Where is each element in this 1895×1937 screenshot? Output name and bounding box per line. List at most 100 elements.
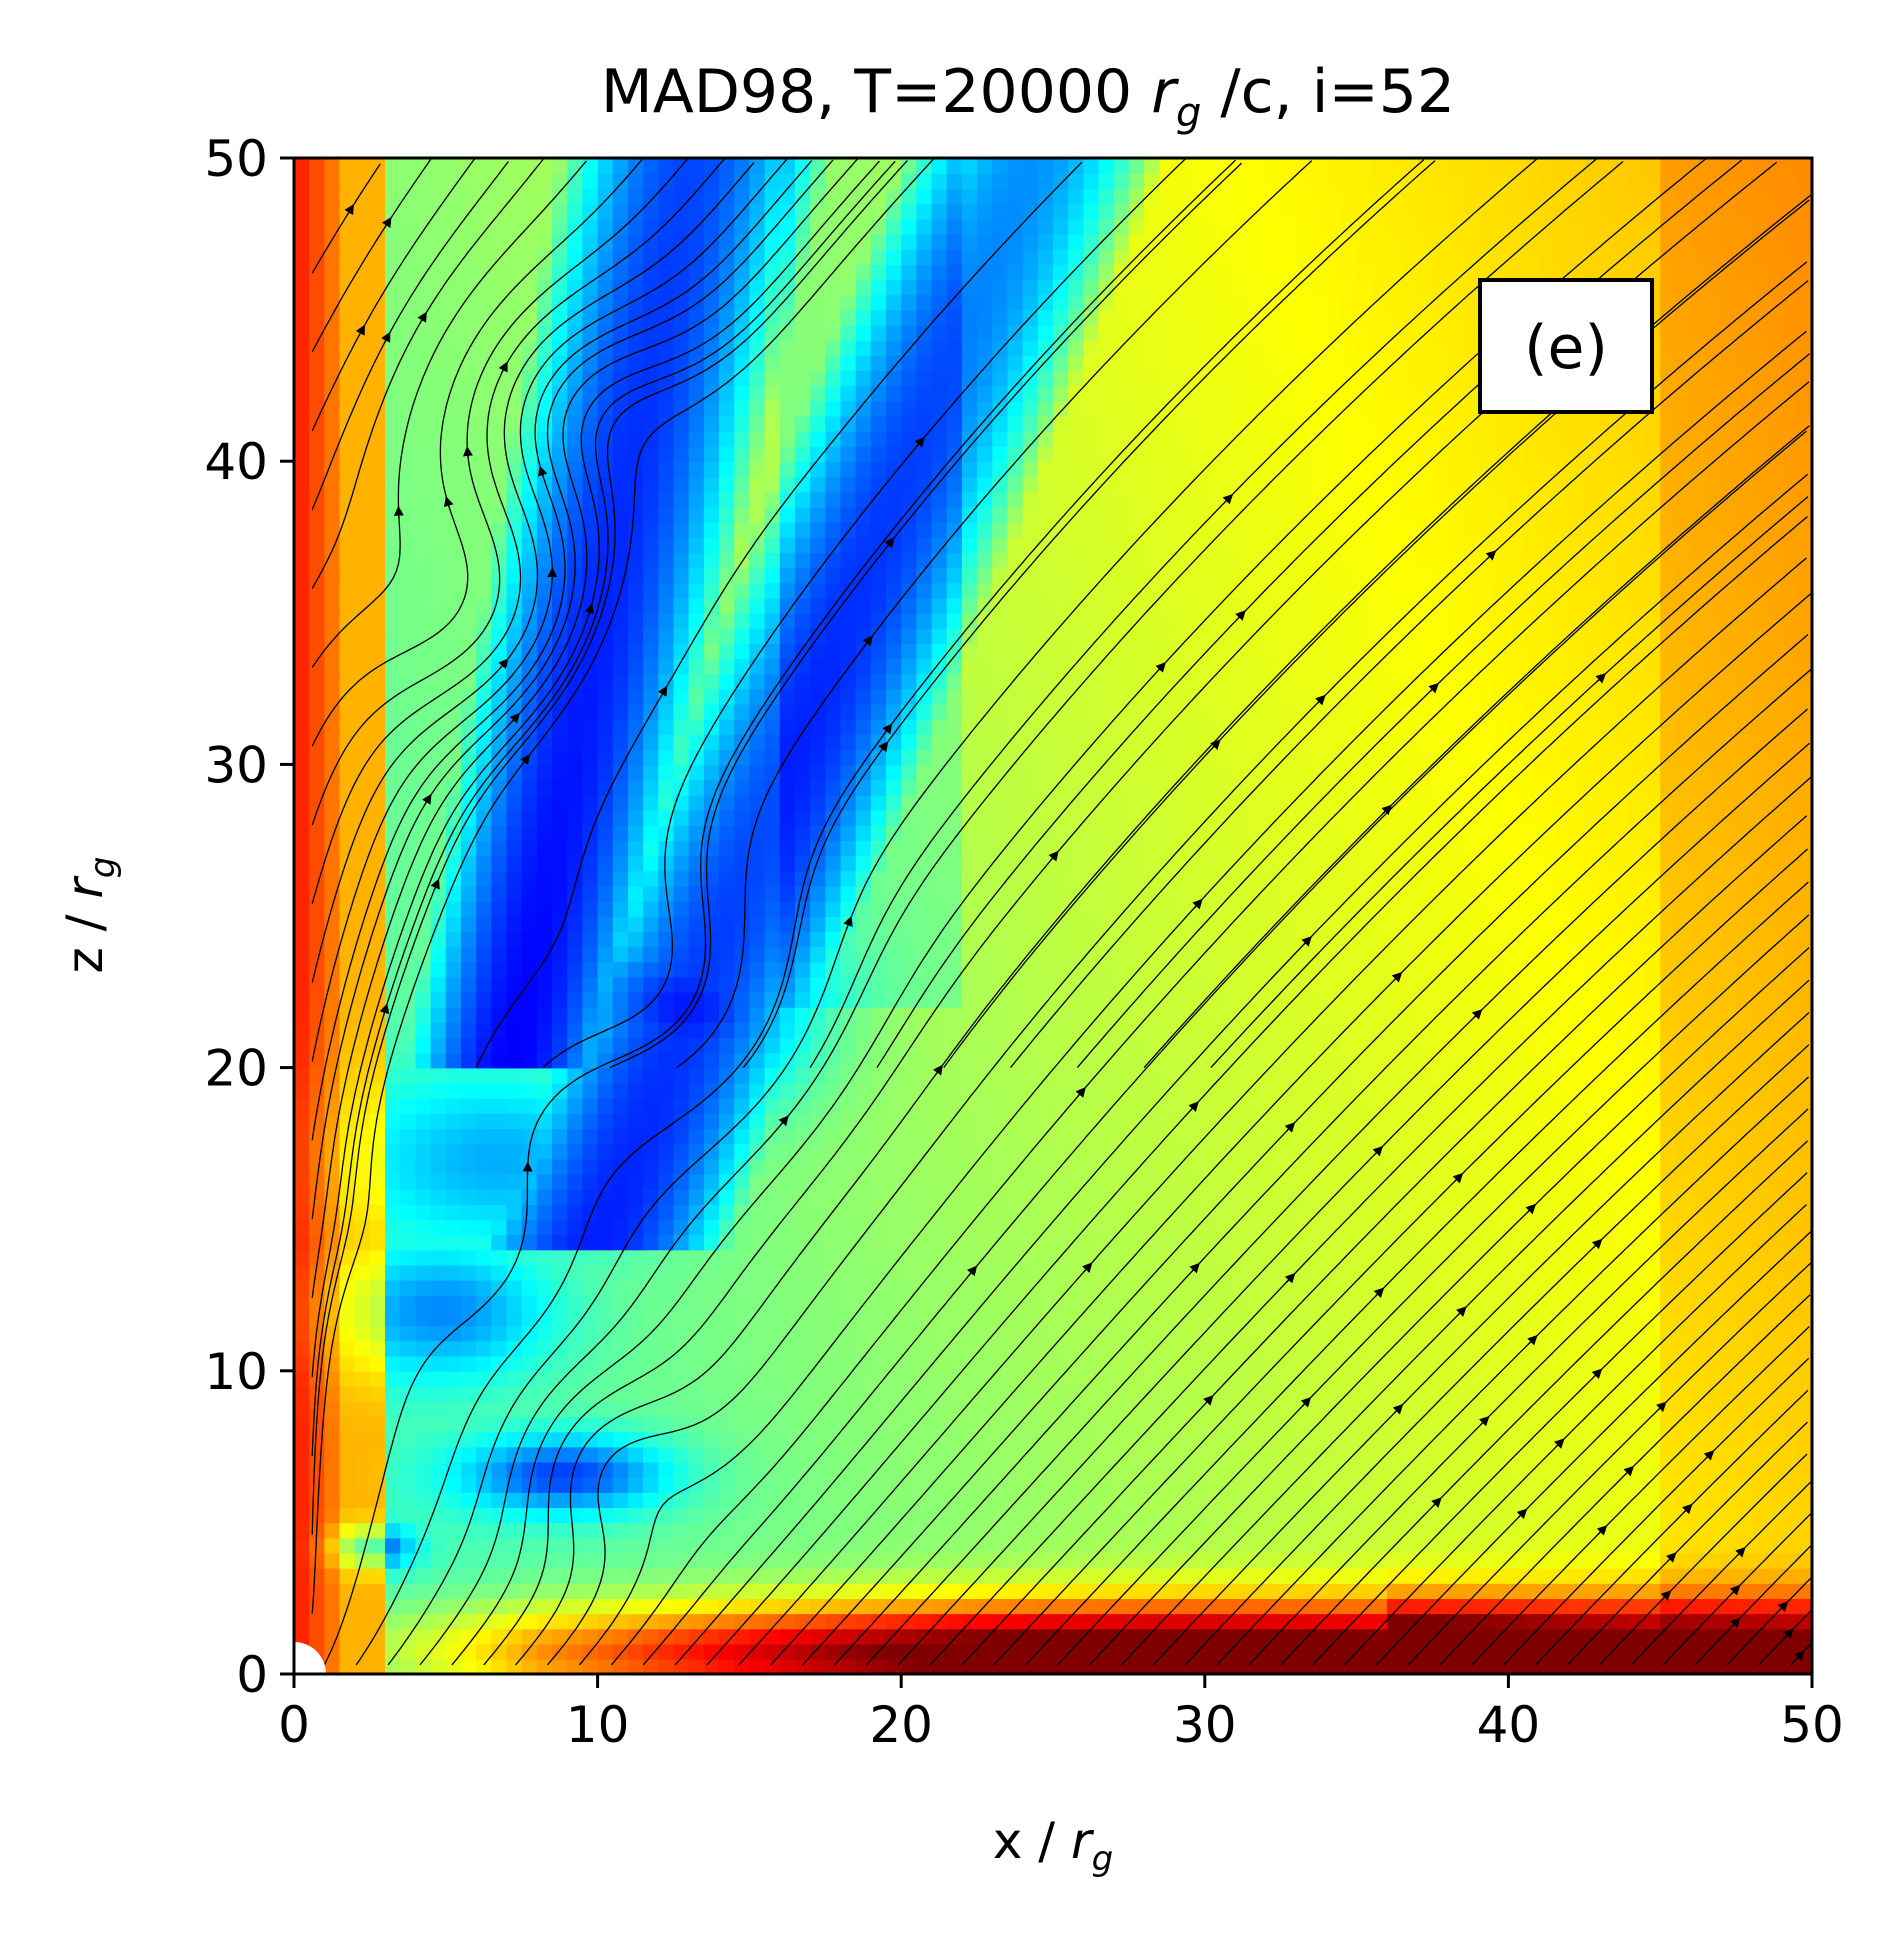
heatmap-cell bbox=[779, 1431, 796, 1448]
heatmap-cell bbox=[1386, 1128, 1403, 1145]
heatmap-cell bbox=[1159, 1325, 1176, 1342]
heatmap-cell bbox=[1629, 1492, 1646, 1509]
heatmap-cell bbox=[445, 1416, 462, 1433]
heatmap-cell bbox=[1007, 1355, 1024, 1372]
heatmap-cell bbox=[825, 1295, 842, 1311]
heatmap-cell bbox=[673, 1037, 690, 1054]
heatmap-cell bbox=[1098, 1658, 1115, 1674]
heatmap-cell bbox=[521, 1249, 538, 1266]
heatmap-cell bbox=[1265, 1279, 1282, 1296]
heatmap-cell bbox=[1280, 1173, 1297, 1190]
heatmap-cell bbox=[1280, 1279, 1297, 1296]
heatmap-cell bbox=[719, 1204, 736, 1220]
heatmap-cell bbox=[1447, 931, 1464, 948]
heatmap-cell bbox=[688, 1128, 705, 1145]
heatmap-cell bbox=[385, 1370, 402, 1387]
heatmap-cell bbox=[1144, 1325, 1161, 1342]
heatmap-cell bbox=[1053, 1370, 1069, 1387]
heatmap-cell bbox=[1144, 1583, 1161, 1599]
heatmap-cell bbox=[1219, 1492, 1236, 1509]
heatmap-cell bbox=[491, 1476, 508, 1493]
heatmap-cell bbox=[1265, 1249, 1282, 1266]
heatmap-cell bbox=[886, 1022, 902, 1039]
heatmap-cell bbox=[643, 1567, 660, 1584]
heatmap-cell bbox=[415, 1128, 432, 1145]
heatmap-cell bbox=[1235, 1598, 1252, 1615]
heatmap-cell bbox=[1660, 1446, 1677, 1463]
heatmap-cell bbox=[1235, 1097, 1252, 1114]
heatmap-cell bbox=[1280, 1355, 1297, 1372]
heatmap-cell bbox=[1265, 1052, 1282, 1069]
heatmap-cell bbox=[430, 1234, 447, 1251]
heatmap-cell bbox=[1037, 1628, 1054, 1645]
heatmap-cell bbox=[627, 916, 644, 932]
heatmap-cell bbox=[369, 1370, 386, 1387]
heatmap-cell bbox=[309, 1082, 326, 1099]
heatmap-cell bbox=[415, 976, 432, 993]
heatmap-cell bbox=[1311, 1310, 1328, 1327]
heatmap-cell bbox=[597, 1097, 614, 1114]
heatmap-cell bbox=[779, 1173, 796, 1190]
heatmap-cell bbox=[1386, 1583, 1403, 1599]
heatmap-cell bbox=[567, 1279, 584, 1296]
heatmap-cell bbox=[1553, 1552, 1570, 1569]
heatmap-cell bbox=[1341, 1431, 1358, 1448]
heatmap-cell bbox=[1478, 1264, 1495, 1281]
heatmap-cell bbox=[1432, 1188, 1449, 1205]
heatmap-cell bbox=[719, 1522, 736, 1539]
heatmap-cell bbox=[354, 1325, 371, 1342]
heatmap-cell bbox=[294, 1188, 310, 1205]
heatmap-cell bbox=[415, 1295, 432, 1311]
heatmap-cell bbox=[992, 976, 1009, 993]
heatmap-cell bbox=[536, 1416, 553, 1433]
heatmap-cell bbox=[1736, 1173, 1753, 1190]
heatmap-cell bbox=[1037, 1097, 1054, 1114]
heatmap-cell bbox=[1690, 1461, 1707, 1478]
heatmap-cell bbox=[294, 916, 310, 932]
heatmap-cell bbox=[1068, 1355, 1085, 1372]
heatmap-cell bbox=[961, 1128, 978, 1145]
heatmap-cell bbox=[673, 961, 690, 978]
heatmap-cell bbox=[1645, 1113, 1661, 1130]
heatmap-cell bbox=[1053, 946, 1069, 963]
heatmap-cell bbox=[1660, 976, 1677, 993]
heatmap-cell bbox=[506, 1507, 523, 1524]
heatmap-cell bbox=[1311, 1552, 1328, 1569]
title-subscript: g bbox=[1176, 90, 1201, 136]
heatmap-cell bbox=[1295, 1613, 1312, 1630]
heatmap-cell bbox=[324, 1097, 341, 1114]
heatmap-cell bbox=[385, 1113, 402, 1130]
heatmap-cell bbox=[1614, 1446, 1631, 1463]
heatmap-cell bbox=[476, 1264, 493, 1281]
heatmap-cell bbox=[339, 1476, 356, 1493]
heatmap-cell bbox=[445, 1310, 462, 1327]
heatmap-cell bbox=[1326, 1370, 1343, 1387]
heatmap-cell bbox=[870, 1158, 887, 1175]
heatmap-cell bbox=[1371, 1643, 1388, 1660]
heatmap-cell bbox=[1174, 1249, 1191, 1266]
heatmap-cell bbox=[658, 1431, 675, 1448]
heatmap-cell bbox=[1705, 1067, 1722, 1084]
heatmap-cell bbox=[916, 1370, 933, 1387]
heatmap-cell bbox=[1007, 1204, 1024, 1220]
heatmap-cell bbox=[1584, 1022, 1601, 1039]
heatmap-cell bbox=[1053, 1416, 1069, 1433]
heatmap-cell bbox=[1053, 1492, 1069, 1509]
heatmap-cell bbox=[1219, 1552, 1236, 1569]
heatmap-cell bbox=[385, 1158, 402, 1175]
heatmap-cell bbox=[1007, 1507, 1024, 1524]
heatmap-cell bbox=[734, 1643, 751, 1660]
heatmap-cell bbox=[506, 1082, 523, 1099]
heatmap-cell bbox=[1493, 1522, 1510, 1539]
heatmap-cell bbox=[1022, 1097, 1039, 1114]
heatmap-cell bbox=[916, 1097, 933, 1114]
heatmap-cell bbox=[977, 1567, 994, 1584]
heatmap-cell bbox=[612, 1173, 629, 1190]
heatmap-cell bbox=[582, 1476, 599, 1493]
heatmap-cell bbox=[1402, 1583, 1419, 1599]
heatmap-cell bbox=[1083, 1279, 1100, 1296]
heatmap-cell bbox=[1341, 931, 1358, 948]
heatmap-cell bbox=[1447, 1173, 1464, 1190]
heatmap-cell bbox=[1235, 931, 1252, 948]
heatmap-cell bbox=[430, 1355, 447, 1372]
